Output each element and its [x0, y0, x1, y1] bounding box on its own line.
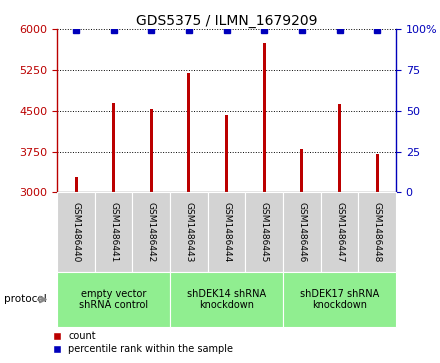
Bar — [338, 104, 341, 192]
Text: shDEK17 shRNA
knockdown: shDEK17 shRNA knockdown — [300, 289, 379, 310]
Bar — [57, 192, 95, 272]
Bar — [74, 177, 77, 192]
Bar — [283, 192, 321, 272]
Bar — [321, 192, 358, 272]
Bar — [95, 192, 132, 272]
Bar — [57, 272, 170, 327]
Bar — [112, 102, 115, 192]
Text: GSM1486440: GSM1486440 — [72, 202, 81, 262]
Text: GSM1486448: GSM1486448 — [373, 202, 381, 262]
Bar — [132, 192, 170, 272]
Text: GSM1486443: GSM1486443 — [184, 202, 194, 262]
Text: GSM1486444: GSM1486444 — [222, 202, 231, 262]
Bar — [187, 73, 191, 192]
Text: GSM1486441: GSM1486441 — [109, 202, 118, 262]
Bar — [283, 272, 396, 327]
Bar — [246, 192, 283, 272]
Legend: count, percentile rank within the sample: count, percentile rank within the sample — [49, 327, 237, 358]
Text: protocol: protocol — [4, 294, 47, 305]
Bar — [170, 272, 283, 327]
Bar — [225, 115, 228, 192]
Text: GSM1486445: GSM1486445 — [260, 202, 269, 262]
Bar — [208, 192, 246, 272]
Bar — [263, 43, 266, 192]
Bar — [301, 149, 304, 192]
Text: GSM1486447: GSM1486447 — [335, 202, 344, 262]
Text: GSM1486442: GSM1486442 — [147, 202, 156, 262]
Bar — [376, 154, 379, 192]
Title: GDS5375 / ILMN_1679209: GDS5375 / ILMN_1679209 — [136, 14, 317, 28]
Text: empty vector
shRNA control: empty vector shRNA control — [79, 289, 148, 310]
Bar — [150, 109, 153, 192]
Text: shDEK14 shRNA
knockdown: shDEK14 shRNA knockdown — [187, 289, 266, 310]
Text: GSM1486446: GSM1486446 — [297, 202, 306, 262]
Bar — [358, 192, 396, 272]
Bar — [170, 192, 208, 272]
